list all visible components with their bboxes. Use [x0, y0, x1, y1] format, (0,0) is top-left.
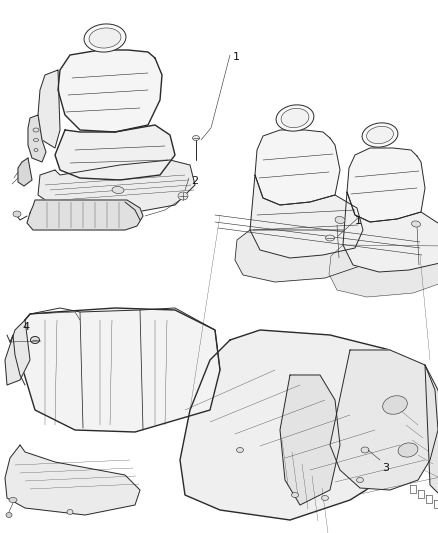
Ellipse shape: [412, 221, 420, 227]
Polygon shape: [20, 308, 220, 432]
Polygon shape: [343, 192, 438, 272]
Ellipse shape: [281, 108, 309, 127]
Ellipse shape: [292, 492, 299, 497]
Ellipse shape: [192, 135, 199, 141]
Polygon shape: [235, 230, 380, 282]
Ellipse shape: [362, 123, 398, 147]
Ellipse shape: [31, 336, 39, 343]
Ellipse shape: [335, 216, 345, 223]
Polygon shape: [27, 200, 143, 230]
Ellipse shape: [398, 443, 418, 457]
Polygon shape: [28, 115, 46, 162]
Text: 4: 4: [22, 322, 29, 332]
Polygon shape: [5, 320, 30, 385]
Text: 3: 3: [382, 463, 389, 473]
Polygon shape: [180, 330, 430, 520]
Ellipse shape: [325, 235, 335, 241]
Ellipse shape: [112, 187, 124, 193]
Ellipse shape: [178, 192, 188, 200]
Ellipse shape: [367, 126, 393, 143]
Text: 1: 1: [233, 52, 240, 62]
Polygon shape: [55, 125, 175, 180]
Polygon shape: [5, 445, 140, 515]
Polygon shape: [329, 245, 438, 297]
Ellipse shape: [357, 478, 364, 482]
Polygon shape: [38, 160, 195, 215]
Ellipse shape: [321, 496, 328, 500]
Polygon shape: [425, 365, 438, 495]
Polygon shape: [38, 70, 60, 148]
Polygon shape: [280, 375, 340, 505]
Ellipse shape: [6, 513, 12, 518]
Ellipse shape: [67, 510, 73, 514]
Polygon shape: [250, 175, 363, 258]
Polygon shape: [255, 130, 340, 205]
Ellipse shape: [13, 211, 21, 217]
Polygon shape: [58, 50, 162, 132]
Ellipse shape: [9, 497, 17, 503]
Ellipse shape: [276, 105, 314, 131]
Polygon shape: [330, 350, 438, 490]
Polygon shape: [18, 158, 32, 186]
Ellipse shape: [84, 24, 126, 52]
Ellipse shape: [89, 28, 121, 48]
Text: 2: 2: [191, 176, 198, 186]
Ellipse shape: [361, 447, 369, 453]
Text: 1: 1: [355, 216, 362, 226]
Ellipse shape: [237, 448, 244, 453]
Polygon shape: [347, 148, 425, 222]
Ellipse shape: [383, 395, 407, 414]
